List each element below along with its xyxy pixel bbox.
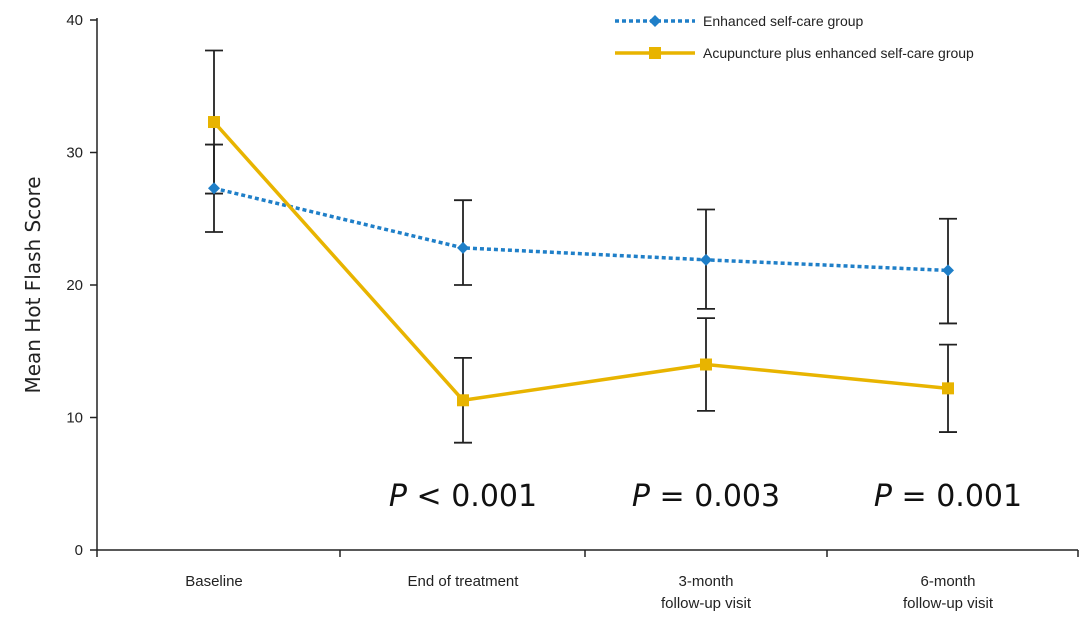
- x-category-label-line: Baseline: [185, 573, 243, 590]
- data-point-enhanced-self-care-group: [942, 264, 954, 277]
- p-value-text: = 0.003: [650, 479, 780, 514]
- x-category-label-line: follow-up visit: [661, 595, 752, 612]
- y-tick-label: 20: [66, 277, 83, 294]
- x-axis-categories: Baseline End of treatment 3-month follow-up…: [96, 550, 1079, 612]
- y-axis-ticks: 0 10 20 30 40: [66, 12, 97, 559]
- chart-axes: [96, 18, 1078, 551]
- legend: Enhanced self-care group Acupuncture plus…: [615, 13, 974, 61]
- legend-marker-acupuncture-plus-enhanced-self-care-group: [649, 47, 661, 59]
- data-point-acupuncture-plus-enhanced-self-care-group: [208, 116, 220, 129]
- series-markers: [208, 116, 954, 407]
- series-lines: [212, 120, 949, 403]
- series-line-enhanced-self-care-group: [213, 186, 949, 273]
- y-tick-label: 10: [66, 410, 83, 427]
- p-value-symbol: P: [874, 479, 893, 514]
- p-value-annotation: P = 0.003: [632, 479, 780, 514]
- x-category-label: 3-month follow-up visit: [661, 573, 752, 612]
- p-value-annotation: P = 0.001: [874, 479, 1022, 514]
- series-line-acupuncture-plus-enhanced-self-care-group: [212, 120, 949, 403]
- p-value-annotations: P < 0.001 P = 0.003 P = 0.001: [389, 479, 1022, 514]
- p-value-annotation: P < 0.001: [389, 479, 537, 514]
- x-category-label-line: 6-month: [920, 573, 975, 590]
- legend-label-acupuncture-plus-enhanced-self-care-group: Acupuncture plus enhanced self-care grou…: [703, 45, 974, 61]
- y-axis-label: Mean Hot Flash Score: [21, 176, 45, 393]
- y-tick-label: 30: [66, 145, 83, 162]
- x-category-label-line: End of treatment: [408, 573, 520, 590]
- x-category-label: Baseline: [185, 573, 243, 590]
- data-point-acupuncture-plus-enhanced-self-care-group: [942, 382, 954, 395]
- legend-marker-enhanced-self-care-group: [649, 15, 661, 27]
- p-value-text: = 0.001: [892, 479, 1022, 514]
- data-point-acupuncture-plus-enhanced-self-care-group: [700, 358, 712, 371]
- y-tick-label: 40: [66, 12, 83, 29]
- data-point-enhanced-self-care-group: [208, 182, 220, 195]
- x-category-label-line: 3-month: [678, 573, 733, 590]
- x-category-label: End of treatment: [408, 573, 520, 590]
- data-point-enhanced-self-care-group: [457, 241, 469, 254]
- x-category-label: 6-month follow-up visit: [903, 573, 994, 612]
- legend-label-enhanced-self-care-group: Enhanced self-care group: [703, 13, 864, 29]
- p-value-symbol: P: [632, 479, 651, 514]
- x-category-label-line: follow-up visit: [903, 595, 994, 612]
- data-point-enhanced-self-care-group: [700, 253, 712, 266]
- p-value-symbol: P: [389, 479, 408, 514]
- p-value-text: < 0.001: [407, 479, 537, 514]
- data-point-acupuncture-plus-enhanced-self-care-group: [457, 394, 469, 407]
- y-tick-label: 0: [75, 542, 83, 559]
